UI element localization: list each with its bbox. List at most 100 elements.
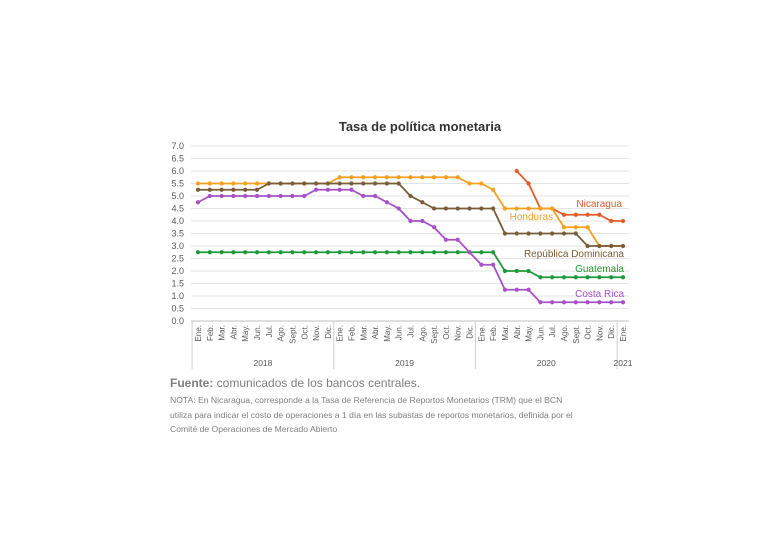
data-point <box>455 206 460 211</box>
source-text: comunicados de los bancos centrales. <box>213 376 421 390</box>
data-point <box>337 250 342 255</box>
data-point <box>526 231 531 236</box>
data-point <box>219 193 224 199</box>
data-point <box>467 181 472 186</box>
data-point <box>620 218 626 224</box>
data-point <box>337 187 342 192</box>
data-point <box>420 200 425 205</box>
data-point <box>479 262 484 267</box>
data-point <box>408 175 413 180</box>
x-tick-label: Mar. <box>501 325 510 341</box>
x-tick-label: Jul. <box>548 325 557 337</box>
data-point <box>325 187 330 192</box>
x-tick-label: Abr. <box>371 325 380 339</box>
x-tick-label: Oct. <box>442 325 451 340</box>
data-point <box>384 181 389 186</box>
data-point <box>502 287 508 292</box>
y-tick-label: 0.5 <box>171 304 184 314</box>
x-tick-label: Ago. <box>560 325 569 341</box>
data-point <box>231 181 236 186</box>
year-label: 2019 <box>395 358 414 368</box>
series-label: Nicaragua <box>576 199 622 210</box>
x-tick-label: May. <box>241 325 250 342</box>
data-point <box>290 250 295 255</box>
data-point <box>302 250 307 255</box>
data-point <box>372 181 378 186</box>
data-point <box>278 193 283 199</box>
x-tick-label: Jul. <box>265 325 274 337</box>
data-point <box>573 225 578 230</box>
data-point <box>573 212 578 217</box>
series-label: Guatemala <box>575 264 624 275</box>
data-point <box>561 275 567 280</box>
data-point <box>420 218 425 224</box>
data-point <box>207 187 212 192</box>
data-point <box>609 243 614 249</box>
data-point <box>620 243 626 249</box>
data-point <box>361 250 366 255</box>
data-point <box>609 275 614 280</box>
data-point <box>491 262 496 267</box>
data-point <box>207 181 212 186</box>
y-tick-label: 1.0 <box>171 291 184 301</box>
x-tick-label: Ene. <box>194 325 203 341</box>
data-point <box>538 300 543 305</box>
data-point <box>585 275 590 280</box>
data-point <box>302 181 307 186</box>
data-point <box>550 275 555 280</box>
data-point <box>620 275 626 280</box>
data-point <box>254 181 260 186</box>
data-point <box>278 181 283 186</box>
year-label: 2020 <box>537 358 556 368</box>
data-point <box>396 206 401 211</box>
data-point <box>266 250 271 255</box>
data-point <box>243 193 248 199</box>
data-point <box>597 212 602 217</box>
chart-title: Tasa de política monetaria <box>338 119 502 134</box>
data-point <box>585 225 590 230</box>
x-tick-label: Ene. <box>619 325 628 341</box>
x-tick-label: Jul. <box>407 325 416 337</box>
data-point <box>195 250 201 255</box>
y-tick-label: 2.0 <box>171 266 184 276</box>
data-point <box>479 250 484 255</box>
data-point <box>349 187 354 192</box>
x-tick-label: Jun. <box>395 325 404 340</box>
data-point <box>514 268 519 274</box>
x-tick-label: Jun. <box>253 325 262 340</box>
y-tick-label: 4.0 <box>171 216 184 226</box>
x-tick-label: May. <box>383 325 392 342</box>
x-tick-label: May. <box>525 325 534 342</box>
data-point <box>526 206 531 211</box>
data-point <box>349 250 354 255</box>
data-point <box>526 181 531 186</box>
y-tick-label: 6.0 <box>171 166 184 176</box>
data-point <box>443 175 449 180</box>
data-point <box>573 275 578 280</box>
x-tick-label: Ago. <box>277 325 286 341</box>
data-point <box>325 181 330 186</box>
data-point <box>573 300 578 305</box>
y-tick-label: 7.0 <box>171 141 184 151</box>
data-point <box>455 237 460 242</box>
source-label: Fuente: <box>170 376 214 390</box>
data-point <box>491 206 496 211</box>
x-tick-label: Sept. <box>572 325 581 344</box>
data-point <box>313 187 319 192</box>
data-point <box>207 193 212 199</box>
data-point <box>254 193 260 199</box>
data-point <box>254 250 260 255</box>
x-tick-label: Ene. <box>336 325 345 341</box>
data-point <box>585 300 590 305</box>
data-point <box>219 187 224 192</box>
data-point <box>290 181 295 186</box>
data-point <box>620 300 626 305</box>
data-point <box>550 206 555 211</box>
source-line: Fuente: comunicados de los bancos centra… <box>170 376 650 390</box>
data-point <box>231 250 236 255</box>
data-point <box>443 206 449 211</box>
data-point <box>432 175 437 180</box>
data-point <box>349 181 354 186</box>
year-label: 2018 <box>253 358 272 368</box>
data-point <box>372 193 378 199</box>
